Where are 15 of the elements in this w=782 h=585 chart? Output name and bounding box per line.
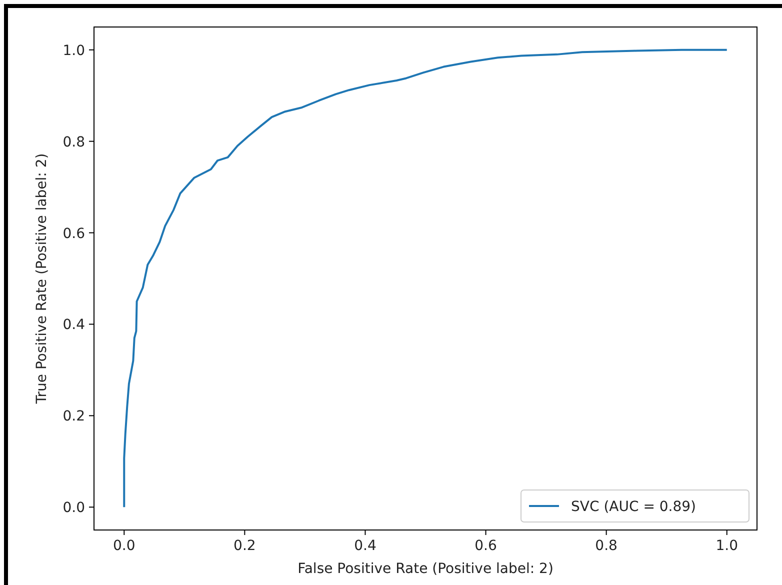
y-tick-label: 0.4 bbox=[62, 317, 86, 334]
y-tick-label: 0.2 bbox=[62, 408, 85, 425]
x-axis-title: False Positive Rate (Positive label: 2) bbox=[298, 561, 554, 577]
x-tick-label: 0.8 bbox=[595, 538, 618, 554]
x-tick-label: 0.2 bbox=[234, 538, 256, 554]
legend-label: SVC (AUC = 0.89) bbox=[571, 499, 696, 515]
x-tick-label: 0.6 bbox=[474, 538, 497, 554]
y-tick-label: 0.0 bbox=[62, 500, 85, 516]
x-tick-label: 1.0 bbox=[716, 538, 738, 554]
x-tick-label: 0.0 bbox=[113, 538, 136, 554]
y-tick-label: 0.6 bbox=[62, 226, 86, 242]
y-tick-label: 0.8 bbox=[62, 134, 85, 150]
y-axis-title: True Positive Rate (Positive label: 2) bbox=[34, 153, 50, 405]
x-tick-label: 0.4 bbox=[354, 538, 376, 554]
y-tick-label: 1.0 bbox=[62, 42, 85, 59]
